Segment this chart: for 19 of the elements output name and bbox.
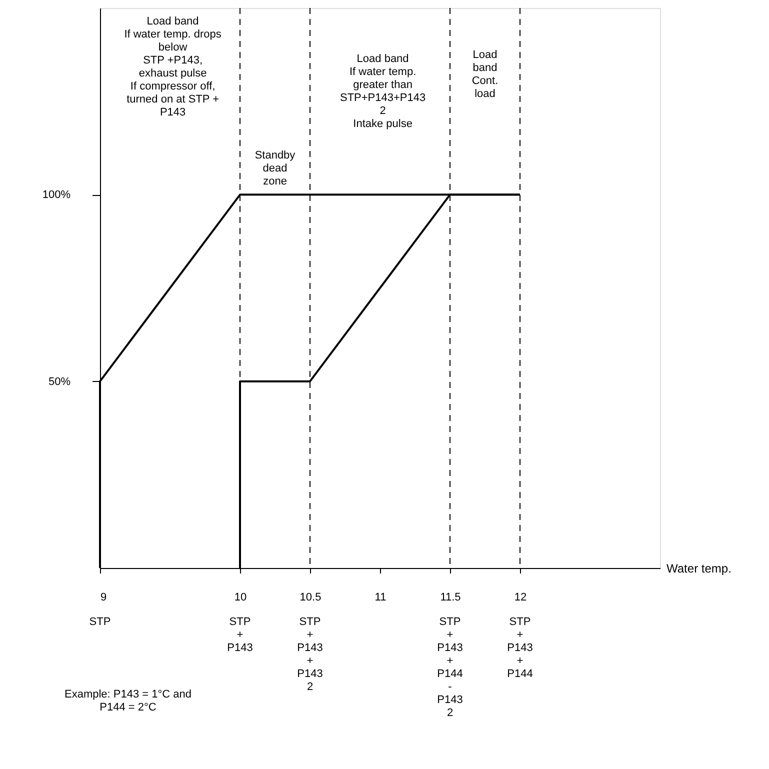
x-tick-label: 12 [514, 592, 527, 604]
y-tick-label: 50% [48, 376, 71, 388]
annotation: Load band Cont. load [472, 48, 498, 100]
text: STP + P143 + P144 - P143 2 [437, 616, 463, 720]
x-tick-label: 11 [374, 592, 386, 604]
y-tick-label: 100% [42, 189, 71, 202]
text: STP + P143 [227, 616, 253, 654]
x-tick-label: 10.5 [300, 592, 322, 604]
annotation: Standby dead zone [254, 150, 296, 188]
x-axis-title: Water temp. [666, 562, 732, 576]
text: STP + P143 + P144 [507, 616, 533, 680]
x-tick-label: 9 [100, 592, 107, 604]
text: STP + P143 + P143 2 [297, 616, 323, 694]
x-tick-label: 11.5 [440, 592, 461, 604]
text: Example: P143 = 1°C and P144 = 2°C [64, 688, 192, 714]
x-tick-label: 10 [234, 592, 247, 604]
annotation: Load band If water temp. drops below STP +P143, exhaust pulse If compressor off, turned on at STP + P143 [124, 15, 222, 118]
annotation: Load band If water temp. greater than STP+P143+P143 2 Intake pulse [340, 52, 426, 130]
text: STP [89, 616, 111, 628]
